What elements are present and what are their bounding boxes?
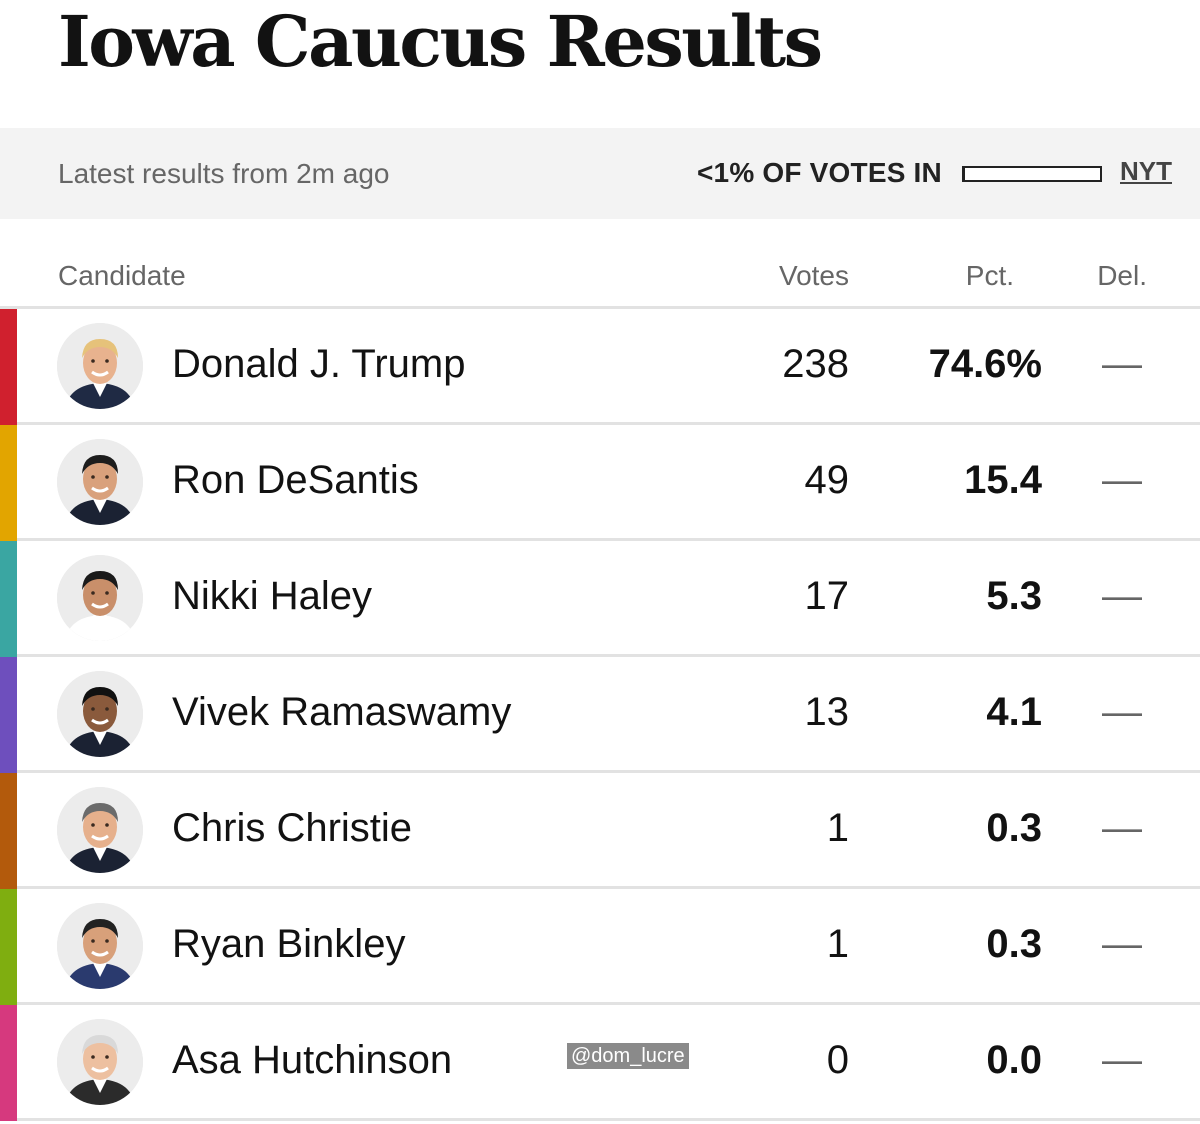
candidate-photo-icon	[57, 1019, 143, 1105]
results-table: Donald J. Trump 238 74.6% — Ron DeSantis…	[0, 309, 1200, 1121]
candidate-name: Ron DeSantis	[172, 458, 419, 502]
candidate-delegates: —	[1102, 922, 1142, 966]
candidate-votes: 1	[826, 806, 849, 850]
candidate-votes: 1	[826, 922, 849, 966]
candidate-delegates: —	[1102, 806, 1142, 850]
candidate-photo-icon	[57, 323, 143, 409]
candidate-pct: 0.3	[986, 806, 1042, 850]
candidate-name: Asa Hutchinson	[172, 1038, 453, 1082]
table-row: Asa Hutchinson @dom_lucre 0 0.0 —	[0, 1005, 1200, 1121]
column-header-candidate: Candidate	[58, 260, 186, 291]
candidate-pct: 0.3	[986, 922, 1042, 966]
candidate-name: Ryan Binkley	[172, 922, 406, 966]
table-row: Ryan Binkley 1 0.3 —	[0, 889, 1200, 1005]
candidate-color-stripe	[0, 425, 17, 541]
page-title: Iowa Caucus Results	[58, 0, 823, 83]
votes-reporting-progress-bar	[962, 166, 1102, 182]
header-divider	[0, 306, 1200, 309]
last-updated-text: Latest results from 2m ago	[58, 158, 390, 189]
candidate-delegates: —	[1102, 458, 1142, 502]
candidate-name: Chris Christie	[172, 806, 413, 850]
candidate-delegates: —	[1102, 690, 1142, 734]
watermark-text: @dom_lucre	[567, 1043, 689, 1069]
candidate-name: Nikki Haley	[172, 574, 373, 618]
candidate-votes: 13	[804, 690, 850, 734]
table-row: Donald J. Trump 238 74.6% —	[0, 309, 1200, 425]
column-header-del: Del.	[1097, 260, 1147, 291]
votes-reporting-label: <1% OF VOTES IN	[697, 157, 942, 188]
candidate-photo-icon	[57, 439, 143, 525]
candidate-votes: 238	[782, 342, 849, 386]
source-link[interactable]: NYT	[1120, 156, 1172, 186]
candidate-delegates: —	[1102, 342, 1142, 386]
votes-reporting-progress-fill	[964, 168, 966, 180]
candidate-votes: 49	[804, 458, 850, 502]
candidate-pct: 5.3	[986, 574, 1042, 618]
candidate-color-stripe	[0, 889, 17, 1005]
candidate-votes: 17	[804, 574, 850, 618]
table-row: Nikki Haley 17 5.3 —	[0, 541, 1200, 657]
candidate-name: Donald J. Trump	[172, 342, 466, 386]
table-row: Chris Christie 1 0.3 —	[0, 773, 1200, 889]
candidate-pct: 15.4	[964, 458, 1042, 502]
candidate-pct: 4.1	[986, 690, 1042, 734]
candidate-photo-icon	[57, 555, 143, 641]
candidate-photo-icon	[57, 903, 143, 989]
candidate-pct: 0.0	[986, 1038, 1042, 1082]
candidate-color-stripe	[0, 1005, 17, 1121]
column-header-votes: Votes	[778, 260, 849, 291]
candidate-color-stripe	[0, 657, 17, 773]
column-header-pct: Pct.	[965, 260, 1014, 291]
table-row: Ron DeSantis 49 15.4 —	[0, 425, 1200, 541]
candidate-votes: 0	[826, 1038, 849, 1082]
table-row: Vivek Ramaswamy 13 4.1 —	[0, 657, 1200, 773]
candidate-name: Vivek Ramaswamy	[172, 690, 512, 734]
candidate-delegates: —	[1102, 1038, 1142, 1082]
candidate-color-stripe	[0, 541, 17, 657]
candidate-color-stripe	[0, 773, 17, 889]
candidate-photo-icon	[57, 787, 143, 873]
candidate-pct: 74.6%	[928, 342, 1042, 386]
candidate-photo-icon	[57, 671, 143, 757]
candidate-delegates: —	[1102, 574, 1142, 618]
candidate-color-stripe	[0, 309, 17, 425]
